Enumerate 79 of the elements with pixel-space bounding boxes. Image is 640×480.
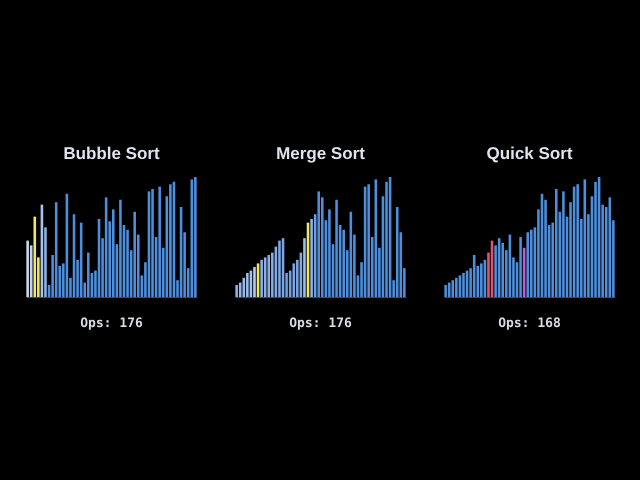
bar xyxy=(350,212,352,297)
bar xyxy=(598,177,600,297)
bar xyxy=(466,270,468,297)
bar xyxy=(292,263,296,297)
bar xyxy=(148,191,150,297)
bar xyxy=(300,252,302,297)
bar xyxy=(522,248,526,297)
bar xyxy=(172,182,176,297)
bar xyxy=(472,255,476,297)
bar xyxy=(498,238,500,297)
bar xyxy=(364,186,366,297)
text: Ops: 168 xyxy=(498,316,561,331)
bar xyxy=(374,179,378,297)
bar xyxy=(256,263,260,297)
bar xyxy=(508,234,512,297)
bar xyxy=(253,267,256,297)
bar xyxy=(554,189,558,297)
chart-title: Merge Sort xyxy=(276,144,366,163)
bar xyxy=(80,222,82,297)
bar xyxy=(267,255,270,297)
bar xyxy=(317,191,320,297)
bar xyxy=(260,260,263,297)
bar xyxy=(246,273,249,297)
bar xyxy=(540,194,544,297)
bar xyxy=(462,273,465,297)
bar xyxy=(480,263,483,297)
bar xyxy=(458,275,462,297)
bar xyxy=(530,230,533,297)
bar xyxy=(562,191,565,297)
bar xyxy=(26,240,29,297)
bar xyxy=(87,252,90,297)
bar xyxy=(444,285,447,297)
bar xyxy=(72,214,76,297)
bar xyxy=(158,186,161,297)
bar xyxy=(180,207,182,297)
bar xyxy=(169,184,172,297)
bar xyxy=(448,282,450,297)
bar xyxy=(44,227,47,297)
bar xyxy=(119,200,122,297)
bar xyxy=(455,278,458,297)
bar xyxy=(54,202,58,297)
bar xyxy=(306,222,310,297)
bar xyxy=(98,219,100,297)
bar xyxy=(235,285,238,297)
bar xyxy=(490,240,494,297)
bar xyxy=(608,197,612,297)
bar xyxy=(519,237,522,297)
bar xyxy=(40,204,44,297)
bar xyxy=(526,232,529,297)
bar xyxy=(328,209,331,297)
bar xyxy=(314,214,316,297)
bar xyxy=(112,209,115,297)
bar xyxy=(33,216,36,297)
chart-title: Bubble Sort xyxy=(63,144,160,163)
bar xyxy=(133,212,136,297)
bar xyxy=(151,189,154,297)
bar xyxy=(388,177,392,297)
bar xyxy=(576,184,579,297)
text: Ops: 176 xyxy=(80,316,143,331)
bar xyxy=(194,177,197,297)
bar xyxy=(190,179,194,297)
bar xyxy=(310,219,313,297)
chart-title: Quick Sort xyxy=(486,144,573,163)
bar xyxy=(396,207,399,297)
bar xyxy=(285,273,288,297)
bar xyxy=(572,186,576,297)
bar xyxy=(282,238,284,297)
bar xyxy=(264,257,266,297)
bar xyxy=(584,179,586,297)
bar xyxy=(303,238,306,297)
bar xyxy=(66,194,68,297)
bar xyxy=(451,280,454,297)
bar xyxy=(250,270,252,297)
bar xyxy=(484,260,486,297)
bar xyxy=(104,197,108,297)
bar xyxy=(367,184,370,297)
bar xyxy=(278,240,281,297)
bar xyxy=(335,200,338,297)
text: Ops: 176 xyxy=(289,316,352,331)
